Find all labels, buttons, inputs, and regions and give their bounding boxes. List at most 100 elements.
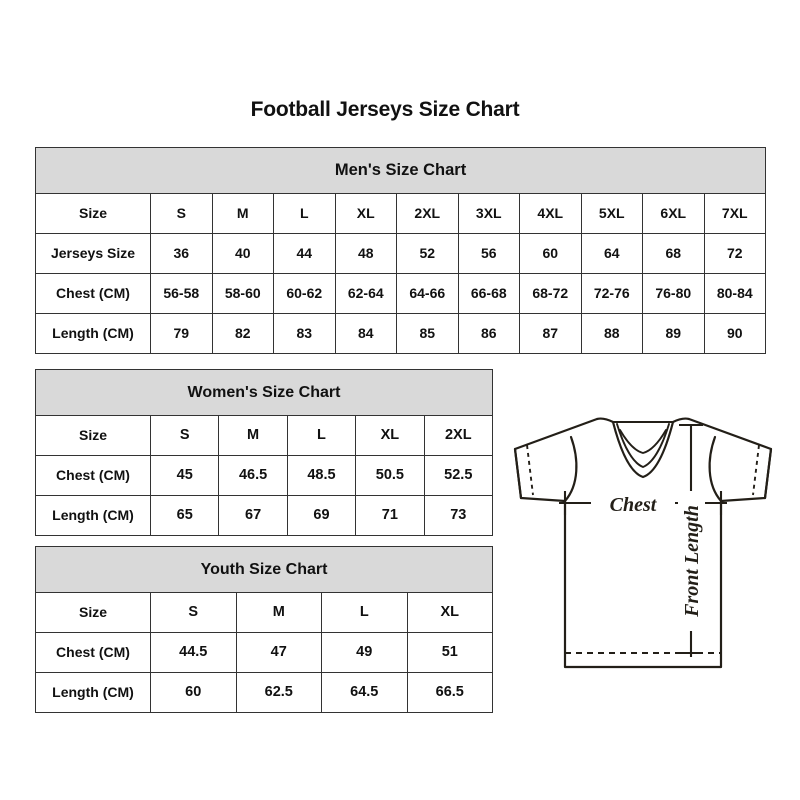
- table-cell: 64: [580, 233, 643, 274]
- table-caption-row: Men's Size Chart: [34, 147, 767, 194]
- left-cuff-stitch-dash: [526, 444, 534, 496]
- womens-size-2xl: 2XL: [423, 415, 493, 456]
- mens-size-5xl: 5XL: [580, 193, 643, 234]
- womens-size-s: S: [149, 415, 220, 456]
- table-cell: 52: [396, 233, 459, 274]
- table-cell: 40: [211, 233, 274, 274]
- table-cell: 85: [396, 313, 459, 354]
- row-header-chest: Chest (CM): [35, 273, 151, 314]
- table-row: Length (CM) 65 67 69 71 73: [35, 495, 493, 536]
- row-header-chest: Chest (CM): [35, 455, 151, 496]
- table-cell: 87: [519, 313, 582, 354]
- table-cell: 60: [519, 233, 582, 274]
- youth-size-l: L: [321, 592, 408, 633]
- table-cell: 83: [273, 313, 336, 354]
- mens-size-6xl: 6XL: [642, 193, 705, 234]
- table-row: Jerseys Size 36 40 44 48 52 56 60 64 68 …: [35, 233, 767, 274]
- table-cell: 36: [150, 233, 213, 274]
- row-header-size: Size: [35, 592, 151, 633]
- womens-size-xl: XL: [355, 415, 425, 456]
- youth-size-chart-table: Youth Size Chart Size S M L XL Chest (CM…: [34, 546, 494, 713]
- table-cell: 62-64: [334, 273, 397, 314]
- table-cell: 88: [580, 313, 643, 354]
- table-cell: 67: [218, 495, 288, 536]
- youth-size-s: S: [150, 592, 237, 633]
- youth-size-xl: XL: [406, 592, 494, 633]
- row-header-length: Length (CM): [35, 495, 151, 536]
- table-cell: 79: [150, 313, 213, 354]
- table-cell: 56: [457, 233, 520, 274]
- table-header-row: Size S M L XL 2XL 3XL 4XL 5XL 6XL 7XL: [35, 193, 767, 234]
- table-cell: 47: [235, 632, 322, 673]
- table-cell: 80-84: [703, 273, 767, 314]
- youth-table-caption: Youth Size Chart: [34, 546, 494, 593]
- row-header-size: Size: [35, 415, 151, 456]
- table-cell: 73: [423, 495, 493, 536]
- front-length-label: Front Length: [681, 505, 703, 618]
- table-header-row: Size S M L XL 2XL: [35, 415, 493, 456]
- table-row: Length (CM) 60 62.5 64.5 66.5: [35, 672, 494, 713]
- table-cell: 52.5: [423, 455, 493, 496]
- table-cell: 84: [334, 313, 397, 354]
- table-cell: 44.5: [150, 632, 237, 673]
- table-cell: 72-76: [580, 273, 643, 314]
- table-cell: 90: [703, 313, 767, 354]
- table-cell: 48.5: [286, 455, 357, 496]
- chest-label-backdrop: [591, 489, 675, 517]
- table-cell: 60-62: [273, 273, 336, 314]
- mens-size-m: M: [211, 193, 274, 234]
- left-cuff-edge: [513, 447, 523, 500]
- table-cell: 49: [321, 632, 408, 673]
- table-cell: 71: [355, 495, 425, 536]
- table-cell: 66.5: [406, 672, 494, 713]
- table-cell: 66-68: [457, 273, 520, 314]
- table-cell: 64-66: [396, 273, 459, 314]
- table-cell: 72: [703, 233, 767, 274]
- row-header-jerseys-size: Jerseys Size: [35, 233, 151, 274]
- shirt-body-outline: [513, 417, 773, 669]
- right-cuff-edge: [763, 447, 773, 500]
- table-cell: 64.5: [321, 672, 408, 713]
- womens-size-l: L: [286, 415, 357, 456]
- table-cell: 44: [273, 233, 336, 274]
- mens-size-xl: XL: [334, 193, 397, 234]
- front-length-label-backdrop: [678, 491, 705, 631]
- table-cell: 68: [642, 233, 705, 274]
- v-neck-collar-rib-line: [619, 429, 667, 454]
- row-header-length: Length (CM): [35, 313, 151, 354]
- v-neck-collar-inner-line: [616, 423, 670, 469]
- mens-size-7xl: 7XL: [703, 193, 767, 234]
- chest-label: Chest: [610, 494, 658, 516]
- table-cell: 68-72: [519, 273, 582, 314]
- right-armhole-seam: [708, 435, 723, 503]
- womens-size-chart-table: Women's Size Chart Size S M L XL 2XL Che…: [35, 369, 493, 536]
- table-caption-row: Women's Size Chart: [35, 369, 493, 416]
- row-header-length: Length (CM): [35, 672, 151, 713]
- row-header-size: Size: [35, 193, 151, 234]
- mens-size-3xl: 3XL: [457, 193, 520, 234]
- table-cell: 45: [149, 455, 220, 496]
- page-title: Football Jerseys Size Chart: [250, 98, 520, 121]
- table-cell: 46.5: [218, 455, 288, 496]
- table-cell: 69: [286, 495, 357, 536]
- mens-size-chart-table: Men's Size Chart Size S M L XL 2XL 3XL 4…: [34, 147, 767, 354]
- t-shirt-measurement-diagram: Chest Front Length: [503, 403, 783, 683]
- table-row: Chest (CM) 45 46.5 48.5 50.5 52.5: [35, 455, 493, 496]
- table-cell: 76-80: [642, 273, 705, 314]
- mens-size-4xl: 4XL: [519, 193, 582, 234]
- table-header-row: Size S M L XL: [35, 592, 494, 633]
- table-caption-row: Youth Size Chart: [34, 546, 494, 593]
- mens-size-l: L: [273, 193, 336, 234]
- table-cell: 60: [150, 672, 237, 713]
- table-row: Chest (CM) 56-58 58-60 60-62 62-64 64-66…: [35, 273, 767, 314]
- row-header-chest: Chest (CM): [35, 632, 151, 673]
- womens-table-caption: Women's Size Chart: [35, 369, 493, 416]
- table-cell: 50.5: [355, 455, 425, 496]
- youth-size-m: M: [235, 592, 322, 633]
- mens-table-caption: Men's Size Chart: [34, 147, 767, 194]
- table-row: Length (CM) 79 82 83 84 85 86 87 88 89 9…: [35, 313, 767, 354]
- table-cell: 86: [457, 313, 520, 354]
- table-cell: 65: [149, 495, 220, 536]
- table-cell: 48: [334, 233, 397, 274]
- table-cell: 82: [211, 313, 274, 354]
